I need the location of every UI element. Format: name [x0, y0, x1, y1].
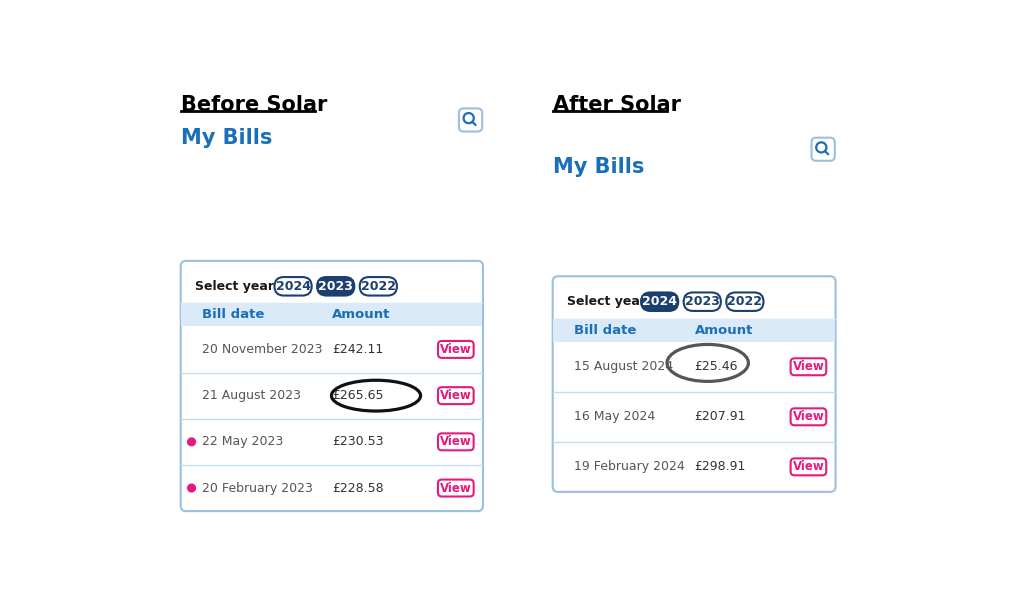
- FancyBboxPatch shape: [812, 138, 835, 161]
- FancyBboxPatch shape: [438, 433, 474, 450]
- FancyBboxPatch shape: [641, 293, 678, 311]
- Text: £298.91: £298.91: [694, 461, 745, 473]
- Circle shape: [187, 484, 196, 492]
- Circle shape: [187, 438, 196, 445]
- Text: View: View: [793, 411, 824, 423]
- FancyBboxPatch shape: [317, 277, 354, 296]
- FancyBboxPatch shape: [553, 276, 836, 492]
- Text: £228.58: £228.58: [332, 482, 383, 494]
- Text: £265.65: £265.65: [332, 389, 383, 402]
- FancyBboxPatch shape: [438, 387, 474, 404]
- Text: 2024: 2024: [275, 280, 310, 293]
- Text: View: View: [440, 435, 472, 448]
- Text: £207.91: £207.91: [694, 411, 746, 423]
- Text: £242.11: £242.11: [332, 343, 383, 356]
- FancyBboxPatch shape: [438, 341, 474, 358]
- FancyBboxPatch shape: [791, 358, 826, 375]
- Text: 21 August 2023: 21 August 2023: [203, 389, 301, 402]
- Text: View: View: [440, 482, 472, 494]
- Text: 16 May 2024: 16 May 2024: [574, 411, 655, 423]
- FancyBboxPatch shape: [438, 480, 474, 497]
- Text: Bill date: Bill date: [574, 324, 637, 337]
- FancyBboxPatch shape: [684, 293, 721, 311]
- FancyBboxPatch shape: [791, 458, 826, 476]
- Bar: [181, 303, 482, 326]
- Text: Amount: Amount: [332, 308, 390, 321]
- Text: My Bills: My Bills: [553, 157, 644, 177]
- Text: View: View: [793, 461, 824, 473]
- Text: 20 February 2023: 20 February 2023: [203, 482, 313, 494]
- Text: 2022: 2022: [727, 295, 763, 308]
- Text: 2022: 2022: [360, 280, 396, 293]
- FancyBboxPatch shape: [459, 108, 482, 131]
- Text: 22 May 2023: 22 May 2023: [203, 435, 284, 448]
- Text: Amount: Amount: [694, 324, 753, 337]
- Bar: [554, 318, 835, 342]
- Text: Select year:: Select year:: [195, 280, 279, 293]
- Text: £25.46: £25.46: [694, 360, 738, 373]
- Text: Before Solar: Before Solar: [180, 95, 327, 116]
- Text: £230.53: £230.53: [332, 435, 383, 448]
- Text: 20 November 2023: 20 November 2023: [203, 343, 323, 356]
- Text: View: View: [440, 343, 472, 356]
- Text: Bill date: Bill date: [203, 308, 265, 321]
- Text: 19 February 2024: 19 February 2024: [574, 461, 685, 473]
- FancyBboxPatch shape: [726, 293, 764, 311]
- Text: 15 August 2024: 15 August 2024: [574, 360, 674, 373]
- FancyBboxPatch shape: [359, 277, 397, 296]
- Text: View: View: [793, 360, 824, 373]
- FancyBboxPatch shape: [180, 261, 483, 511]
- Text: 2023: 2023: [685, 295, 720, 308]
- Text: View: View: [440, 389, 472, 402]
- FancyBboxPatch shape: [274, 277, 311, 296]
- Text: 2023: 2023: [318, 280, 353, 293]
- Text: Select year:: Select year:: [566, 295, 650, 308]
- Text: 2024: 2024: [642, 295, 677, 308]
- Text: After Solar: After Solar: [553, 95, 681, 116]
- Text: My Bills: My Bills: [180, 128, 272, 147]
- FancyBboxPatch shape: [791, 408, 826, 425]
